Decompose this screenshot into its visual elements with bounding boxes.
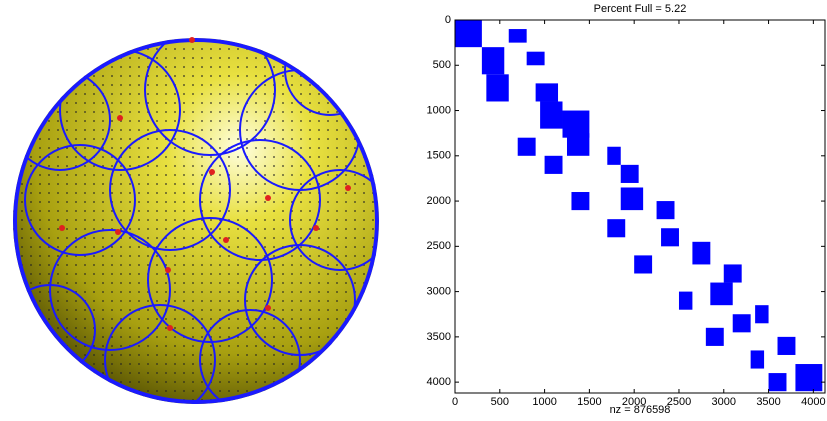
nonzero-block [661, 228, 679, 247]
y-tick-label: 4000 [427, 376, 451, 388]
x-tick-label: 1500 [577, 396, 601, 408]
sphere-render [13, 37, 379, 404]
nonzero-block [732, 314, 751, 333]
sphere-points [13, 38, 379, 404]
nonzero-block [566, 133, 590, 156]
nonzero-block [517, 137, 536, 156]
x-tick-label: 0 [452, 396, 458, 408]
nonzero-block [678, 291, 693, 310]
y-tick-label: 1000 [427, 104, 451, 116]
y-tick-label: 1500 [427, 150, 451, 162]
nonzero-block [607, 219, 626, 238]
chart-title: Percent Full = 5.22 [594, 3, 687, 15]
x-tick-label: 4000 [801, 396, 825, 408]
nonzero-block [620, 187, 644, 211]
y-tick-label: 2000 [427, 195, 451, 207]
nonzero-block [526, 51, 545, 66]
nonzero-block [750, 350, 765, 369]
nonzero-block [540, 101, 563, 129]
nonzero-block [777, 336, 796, 355]
nonzero-block [692, 241, 711, 265]
nonzero-block [481, 47, 505, 75]
nonzero-block [710, 282, 733, 306]
nonzero-block [486, 74, 509, 102]
nonzero-block [544, 155, 563, 174]
nonzero-block [607, 146, 621, 165]
y-tick-label: 3000 [427, 286, 451, 298]
nonzero-block [795, 364, 823, 392]
axes-box [454, 19, 826, 394]
y-tick-label: 3500 [427, 331, 451, 343]
nonzero-block [755, 305, 769, 324]
nonzero-block [768, 373, 787, 392]
nonzero-block [508, 29, 527, 43]
nonzero-block [705, 327, 724, 346]
nonzero-block [634, 255, 653, 274]
x-tick-label: 1000 [532, 396, 556, 408]
nonzero-block [455, 20, 482, 48]
sphere-circles [13, 38, 379, 404]
nonzero-block [620, 164, 639, 183]
x-tick-label: 2000 [622, 396, 646, 408]
x-tick-label: 2500 [667, 396, 691, 408]
spy-plot: Percent Full = 5.22 nz = 876598 0 500 1000… [427, 3, 826, 416]
sphere-nodes [59, 37, 351, 331]
x-tick-label: 3000 [712, 396, 736, 408]
nonzero-block [656, 201, 675, 220]
x-axis-label: nz = 876598 [610, 404, 671, 416]
x-tick-label: 500 [491, 396, 509, 408]
y-tick-label: 2500 [427, 240, 451, 252]
y-tick-label: 0 [445, 14, 451, 26]
x-tick-label: 3500 [756, 396, 780, 408]
nonzero-block [535, 83, 559, 102]
y-tick-label: 500 [433, 59, 451, 71]
nonzero-block [571, 192, 590, 211]
nonzero-block [723, 264, 742, 283]
